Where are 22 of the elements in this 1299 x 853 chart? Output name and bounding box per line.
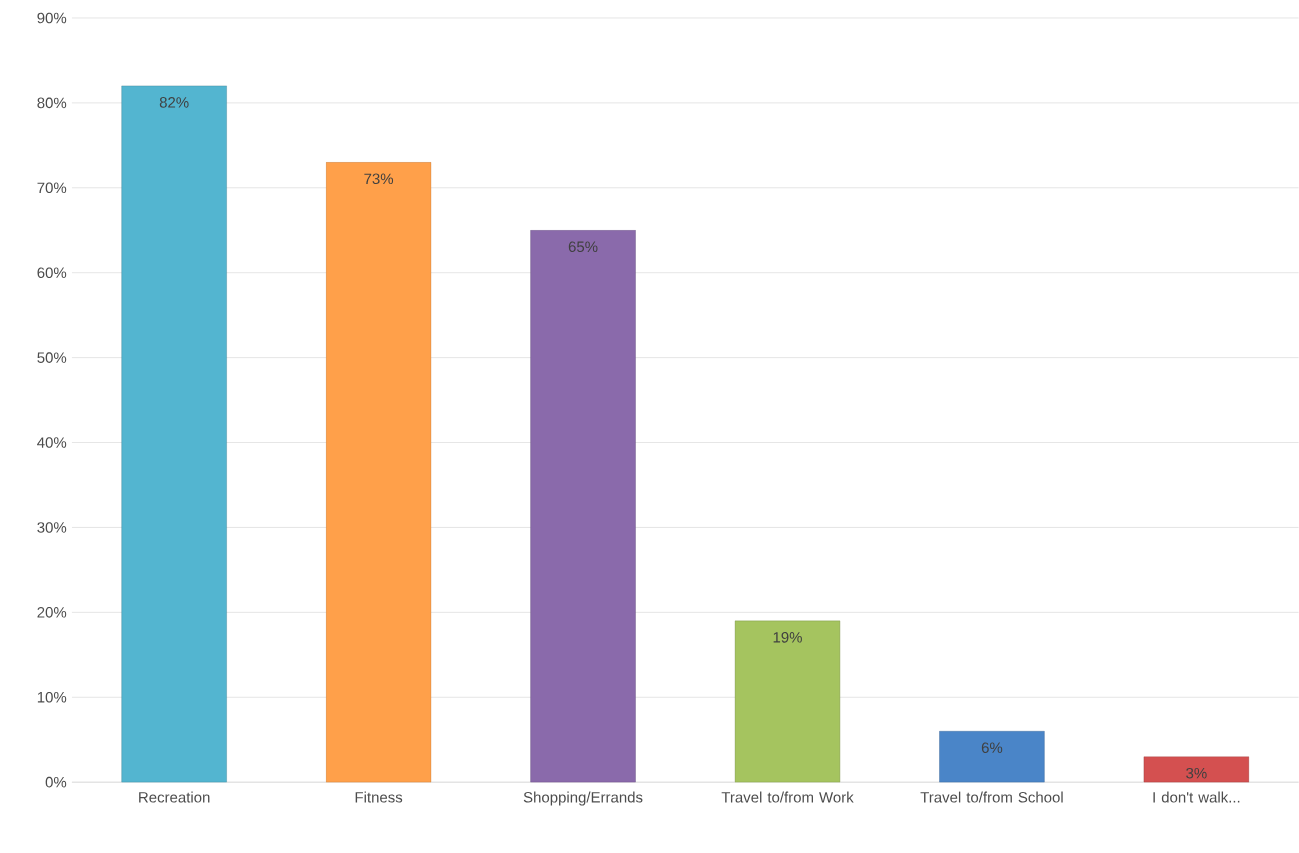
y-tick-label: 80% [37, 97, 67, 109]
data-label: 73% [364, 173, 394, 185]
data-label: 3% [1186, 767, 1207, 779]
y-tick-label: 70% [37, 182, 67, 194]
y-tick-label: 20% [37, 607, 67, 618]
x-tick-label: Recreation [139, 791, 210, 803]
y-tick-label: 50% [37, 352, 67, 363]
data-label: 19% [773, 631, 802, 643]
x-tick-label: Travel to/from School [920, 791, 1063, 803]
data-label: 65% [568, 241, 598, 252]
x-tick-label: Fitness [355, 791, 403, 803]
x-tick-label: Shopping/Errands [523, 791, 643, 806]
y-tick-label: 60% [37, 267, 67, 278]
data-label: 6% [981, 742, 1003, 753]
y-tick-label: 0% [45, 776, 67, 788]
x-tick-label: I don't walk... [1153, 791, 1240, 803]
y-tick-label: 90% [37, 12, 67, 24]
x-tick-label: Travel to/from Work [721, 791, 854, 803]
y-tick-label: 10% [37, 691, 67, 703]
y-tick-label: 40% [37, 437, 67, 448]
y-tick-label: 30% [37, 522, 67, 533]
data-label: 82% [159, 97, 189, 108]
